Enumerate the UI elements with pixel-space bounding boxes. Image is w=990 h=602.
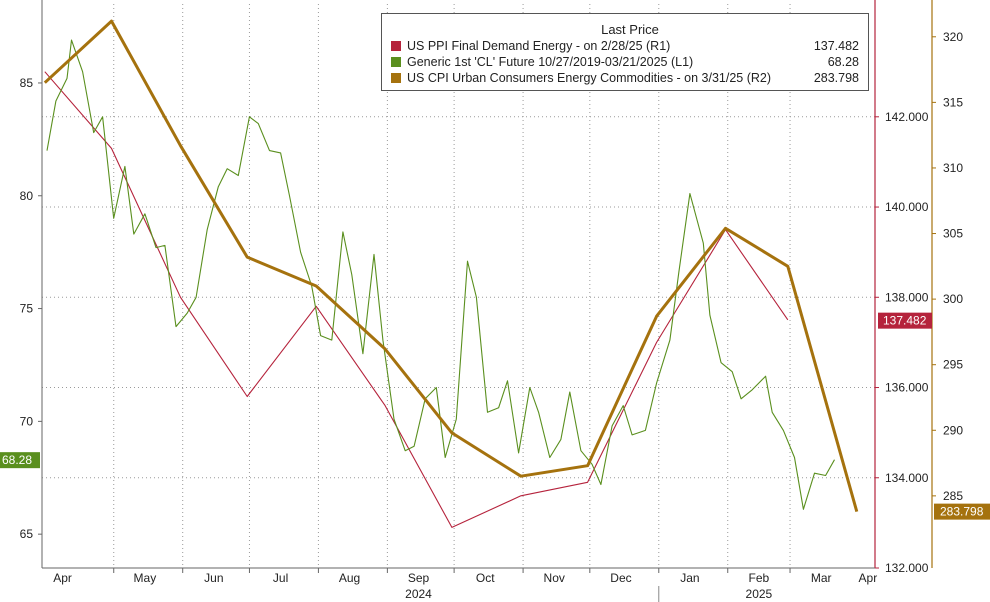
tag-right1-label: 137.482 [883,314,927,328]
x-month-label: Mar [811,571,832,585]
right1-tick-label: 136.000 [885,381,929,395]
right1-tick-label: 142.000 [885,110,929,124]
left-tick-label: 80 [20,189,34,203]
right1-axis-ticks: 132.000 134.000 136.000 138.000 140.000 142.0… [875,110,929,575]
right2-tick-label: 295 [943,358,963,372]
right2-tick-label: 300 [943,292,963,306]
legend-item-cpi: US CPI Urban Consumers Energy Commoditie… [391,70,859,86]
legend-value-ppi: 137.482 [813,39,859,53]
series-layer [43,19,859,528]
right1-tick-label: 140.000 [885,200,929,214]
x-month-label: Sep [408,571,430,585]
tag-left-bg [0,452,40,469]
x-month-label: Jan [680,571,699,585]
x-month-label: May [134,571,157,585]
right2-tick-label: 310 [943,161,963,175]
legend-item-ppi: US PPI Final Demand Energy - on 2/28/25 … [391,38,859,54]
series-ppi-line [44,71,789,528]
legend-label-cpi: US CPI Urban Consumers Energy Commoditie… [407,71,772,85]
right2-tick-label: 305 [943,227,963,241]
last-value-tags: 68.28 137.482 283.798 [0,312,990,520]
series-cpi-line [43,19,859,513]
right2-axis-ticks: 285 290 295 300 305 310 315 320 [932,30,963,503]
left-tick-label: 70 [20,414,34,428]
legend-swatch-ppi [391,41,401,51]
legend-value-crude: 68.28 [827,55,859,69]
x-axis-ticks: Apr May Jun Jul Aug Sep Oct Nov Dec Jan Feb Mar Apr 2… [53,568,877,602]
x-month-label: Jun [204,571,223,585]
legend-label-ppi: US PPI Final Demand Energy - on 2/28/25 … [407,39,671,53]
x-month-label: Oct [476,571,495,585]
left-tick-label: 85 [20,76,34,90]
legend-title: Last Price [601,22,659,37]
right2-tick-label: 315 [943,95,963,109]
legend-swatch-crude [391,57,401,67]
right2-tick-label: 285 [943,489,963,503]
tag-left-label: 68.28 [2,453,32,467]
x-year-label: 2025 [746,587,773,601]
legend-item-crude: Generic 1st 'CL' Future 10/27/2019-03/21… [391,54,859,70]
tag-right2-bg [934,503,990,520]
x-month-label: Apr [53,571,72,585]
right2-tick-label: 320 [943,30,963,44]
x-month-label: Apr [859,571,878,585]
left-tick-label: 65 [20,527,34,541]
axis-lines [41,0,933,569]
legend-label-crude: Generic 1st 'CL' Future 10/27/2019-03/21… [407,55,694,69]
tag-right1-bg [878,312,932,329]
x-month-label: Aug [339,571,360,585]
tag-right2-label: 283.798 [940,505,984,519]
x-year-label: 2024 [405,587,432,601]
x-month-label: Jul [273,571,288,585]
legend-value-cpi: 283.798 [813,71,859,85]
right1-tick-label: 138.000 [885,290,929,304]
left-tick-label: 75 [20,302,34,316]
x-month-label: Nov [544,571,565,585]
right1-tick-label: 132.000 [885,561,929,575]
legend: Last Price US PPI Final Demand Energy - … [381,13,869,91]
right1-tick-label: 134.000 [885,471,929,485]
right2-tick-label: 290 [943,423,963,437]
left-axis-ticks: 65 70 75 80 85 [20,76,42,541]
series-crude-line [46,39,835,510]
x-month-label: Dec [610,571,631,585]
legend-swatch-cpi [391,73,401,83]
x-month-label: Feb [749,571,770,585]
